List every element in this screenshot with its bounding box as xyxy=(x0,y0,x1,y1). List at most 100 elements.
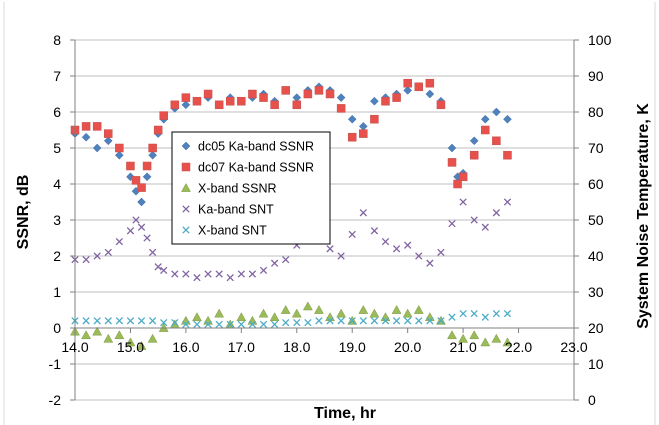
data-point xyxy=(403,86,413,95)
y-right-tick-label: 100 xyxy=(588,32,612,48)
data-point xyxy=(381,317,390,325)
data-point xyxy=(425,78,435,88)
data-point xyxy=(126,161,135,171)
data-point xyxy=(413,304,424,314)
data-point xyxy=(115,150,124,160)
data-point xyxy=(281,86,290,95)
data-point xyxy=(270,100,279,110)
data-point xyxy=(336,93,346,102)
y-left-tick-label: 0 xyxy=(53,320,61,336)
data-point xyxy=(358,304,369,314)
data-point xyxy=(92,326,103,336)
data-point xyxy=(153,125,163,135)
data-point xyxy=(325,89,335,99)
data-point xyxy=(458,172,468,182)
data-point xyxy=(359,317,367,325)
data-point xyxy=(204,320,212,329)
data-point xyxy=(492,136,501,146)
data-point xyxy=(347,114,357,124)
data-point xyxy=(469,136,479,146)
data-point xyxy=(492,107,501,117)
data-point xyxy=(415,252,423,260)
data-point xyxy=(291,308,302,318)
y-right-tick-label: 30 xyxy=(588,284,604,300)
data-point xyxy=(503,150,512,160)
data-point xyxy=(348,230,356,239)
x-tick-label: 20.0 xyxy=(394,339,421,355)
data-point xyxy=(154,263,162,271)
y-left-tick-label: 6 xyxy=(53,104,61,120)
data-point xyxy=(270,259,279,267)
data-point xyxy=(392,93,401,102)
data-point xyxy=(437,317,445,325)
legend-label: X-band SSNR xyxy=(198,182,277,196)
legend-marker xyxy=(181,162,191,172)
y-axis-left-title: SSNR, dB xyxy=(15,175,32,250)
data-point xyxy=(171,270,179,278)
data-point xyxy=(104,248,112,257)
data-point xyxy=(270,320,279,329)
legend-marker xyxy=(182,205,190,213)
data-point xyxy=(426,259,434,267)
data-point xyxy=(480,114,490,124)
legend-label: dc05 Ka-band SSNR xyxy=(198,140,314,154)
data-point xyxy=(314,86,324,95)
data-point xyxy=(469,330,480,340)
data-point xyxy=(282,255,290,264)
data-point xyxy=(136,340,147,350)
y-right-tick-label: 0 xyxy=(588,392,596,408)
data-point xyxy=(415,317,423,325)
axes xyxy=(70,39,579,401)
data-point xyxy=(359,129,368,138)
data-point xyxy=(492,309,501,318)
y-left-tick-label: 8 xyxy=(53,32,61,48)
y-left-tick-label: 3 xyxy=(53,212,61,228)
axis-titles: Time, hr SSNR, dB System Noise Temperatu… xyxy=(15,103,652,422)
data-point xyxy=(115,237,124,246)
data-point xyxy=(370,114,379,124)
data-point xyxy=(404,317,412,325)
data-point xyxy=(81,122,91,131)
data-point xyxy=(236,312,247,322)
data-point xyxy=(160,266,168,275)
data-point xyxy=(148,150,157,160)
data-point xyxy=(469,150,479,160)
data-point xyxy=(470,309,478,318)
data-point xyxy=(103,333,114,343)
y-right-tick-label: 20 xyxy=(588,320,604,336)
y-right-tick-label: 80 xyxy=(588,104,604,120)
data-point xyxy=(392,317,401,325)
data-point xyxy=(248,270,257,278)
data-point xyxy=(370,96,379,106)
data-point xyxy=(326,245,334,253)
data-point xyxy=(160,318,168,327)
data-point xyxy=(226,273,234,282)
data-series xyxy=(70,78,513,350)
data-point xyxy=(192,312,202,322)
data-point xyxy=(214,100,224,110)
data-point xyxy=(115,143,124,153)
data-point xyxy=(126,317,135,325)
data-point xyxy=(459,309,467,318)
data-point xyxy=(269,312,280,322)
y-right-tick-label: 70 xyxy=(588,140,604,156)
x-tick-label: 15.0 xyxy=(117,339,144,355)
data-point xyxy=(303,89,313,99)
y-left-tick-label: -2 xyxy=(49,392,62,408)
data-point xyxy=(502,337,513,347)
data-point xyxy=(104,317,112,325)
y-right-tick-label: 90 xyxy=(588,68,604,84)
data-point xyxy=(215,320,223,329)
legend-box xyxy=(171,131,331,245)
data-point xyxy=(436,100,446,110)
data-point xyxy=(181,100,191,110)
data-point xyxy=(159,111,168,120)
y-left-tick-label: 7 xyxy=(53,68,61,84)
data-point xyxy=(193,320,201,329)
data-point xyxy=(302,301,313,311)
x-tick-label: 23.0 xyxy=(560,339,587,355)
x-tick-label: 16.0 xyxy=(172,339,199,355)
data-point xyxy=(192,96,202,106)
data-point xyxy=(280,304,291,314)
